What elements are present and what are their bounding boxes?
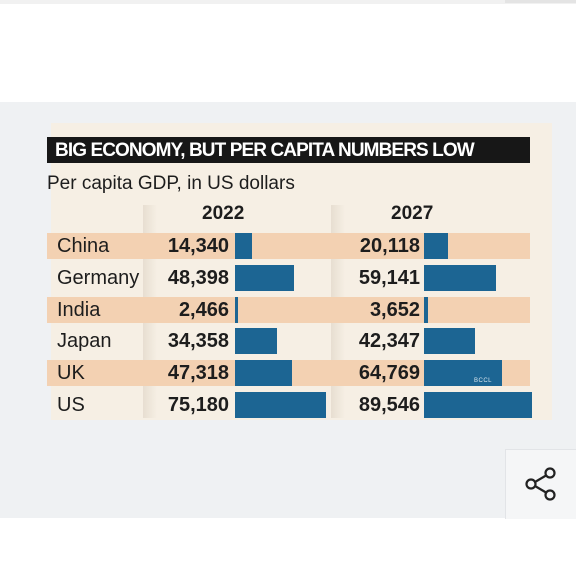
value-label: 34,358	[167, 330, 229, 353]
value-label: 47,318	[167, 362, 229, 385]
bar	[235, 296, 238, 323]
bar	[424, 233, 448, 259]
share-icon	[525, 467, 556, 501]
series-header-2022: 2022	[202, 203, 245, 224]
watermark: BCCL	[474, 378, 493, 384]
value-label: 48,398	[167, 266, 229, 289]
series-header-2027: 2027	[391, 203, 434, 224]
chart-title: BIG ECONOMY, BUT PER CAPITA NUMBERS LOW	[55, 140, 475, 161]
top-divider-accent	[505, 0, 576, 3]
bar	[235, 233, 252, 259]
bar	[424, 360, 502, 387]
country-label: Germany	[57, 266, 140, 289]
value-label: 2,466	[178, 298, 229, 321]
top-divider	[0, 0, 576, 4]
bar	[235, 328, 277, 355]
share-button[interactable]	[505, 449, 576, 519]
value-label: 89,546	[358, 394, 420, 416]
bar	[235, 264, 294, 291]
bar	[424, 392, 532, 418]
value-label: 64,769	[358, 362, 420, 385]
country-label: Japan	[57, 330, 112, 353]
value-label: 14,340	[167, 235, 229, 257]
value-label: 75,180	[167, 394, 229, 416]
bar	[235, 392, 326, 418]
value-label: 59,141	[358, 266, 420, 289]
bar	[424, 264, 496, 291]
country-label: UK	[57, 362, 85, 385]
bar	[424, 328, 475, 355]
row-stripe	[47, 296, 530, 323]
bar	[235, 360, 292, 387]
chart-subtitle: Per capita GDP, in US dollars	[47, 173, 295, 194]
country-label: China	[57, 235, 110, 257]
country-label: India	[57, 298, 101, 321]
value-label: 3,652	[369, 298, 420, 321]
chart-title-bar: BIG ECONOMY, BUT PER CAPITA NUMBERS LOW	[47, 137, 530, 163]
row-stripe	[47, 233, 530, 259]
value-label: 20,118	[359, 235, 420, 257]
bar	[424, 296, 428, 323]
country-label: US	[57, 394, 85, 416]
value-label: 42,347	[358, 330, 420, 353]
